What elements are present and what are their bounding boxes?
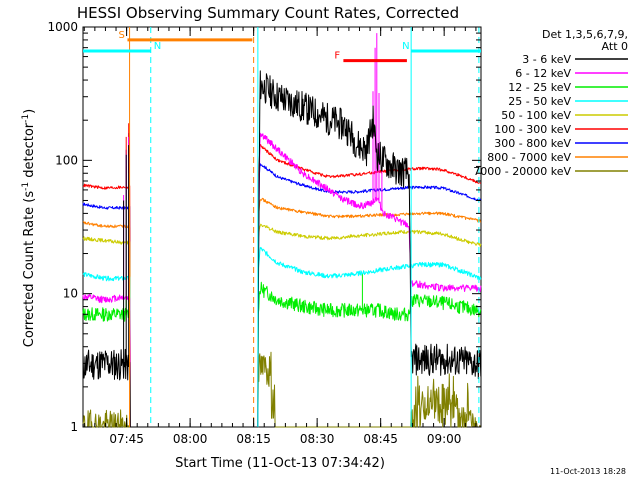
legend-label: 300 - 800 keV xyxy=(494,137,571,150)
series-line xyxy=(82,123,481,428)
legend-label: 3 - 6 keV xyxy=(522,53,571,66)
legend-label: 12 - 25 keV xyxy=(508,81,571,94)
legend-label: 100 - 300 keV xyxy=(494,123,571,136)
legend-label: 25 - 50 keV xyxy=(508,95,571,108)
flag-label: S xyxy=(118,30,124,41)
legend-header: Det 1,3,5,6,7,9, xyxy=(542,28,628,41)
series-layer xyxy=(82,33,482,428)
series-line xyxy=(82,70,482,428)
y-tick-label: 10 xyxy=(63,287,78,301)
timestamp: 11-Oct-2013 18:28 xyxy=(550,467,626,476)
series-line xyxy=(82,351,481,428)
legend-header: Att 0 xyxy=(602,40,628,53)
y-tick-label: 100 xyxy=(55,153,78,167)
y-axis-label: Corrected Count Rate (s-1 detector-1) xyxy=(21,109,37,347)
y-tick-label: 1000 xyxy=(47,20,78,34)
x-tick-label: 08:15 xyxy=(236,432,271,446)
legend-label: 50 - 100 keV xyxy=(501,109,571,122)
axis-layer: 07:45 08:00 08:15 08:30 08:45 09:00 1 10 100 1000 xyxy=(47,20,481,446)
x-tick-label: 08:00 xyxy=(173,432,208,446)
x-axis-label: Start Time (11-Oct-13 07:34:42) xyxy=(175,456,385,471)
x-tick-label: 08:30 xyxy=(300,432,335,446)
series-line xyxy=(82,133,482,428)
chart-title: HESSI Observing Summary Count Rates, Cor… xyxy=(77,4,459,22)
flag-label: N xyxy=(154,41,161,52)
x-tick-label: 09:00 xyxy=(427,432,462,446)
series-line xyxy=(82,181,482,428)
series-line xyxy=(82,149,482,428)
legend-label: 7000 - 20000 keV xyxy=(473,165,571,178)
x-tick-label: 08:45 xyxy=(363,432,398,446)
legend-label: 6 - 12 keV xyxy=(515,67,571,80)
y-tick-label: 1 xyxy=(70,420,78,434)
flag-label: F xyxy=(334,51,340,62)
marker-layer: S N N F xyxy=(83,27,481,427)
flag-label: N xyxy=(402,41,409,52)
legend-label: 800 - 7000 keV xyxy=(487,151,571,164)
x-tick-label: 07:45 xyxy=(109,432,144,446)
